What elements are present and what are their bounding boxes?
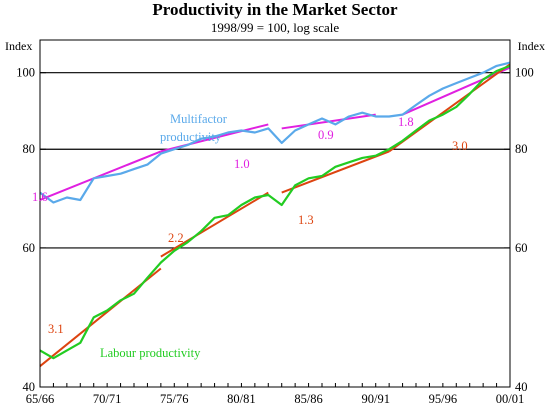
- trend-growth-label: 1.8: [398, 115, 414, 129]
- y-tick-label-right: 100: [515, 66, 534, 80]
- y-tick-label-left: 100: [16, 66, 35, 80]
- multifactor-productivity-line: [39, 61, 511, 204]
- y-tick-label-left: 80: [23, 142, 36, 156]
- trend-growth-label: 2.2: [168, 231, 184, 245]
- trend-growth-label: 3.1: [48, 322, 64, 336]
- gridlines: [40, 72, 510, 249]
- labour-productivity-line: [39, 64, 511, 360]
- trend-line: [402, 66, 511, 116]
- trend-line: [281, 150, 390, 194]
- trend-line: [160, 191, 269, 258]
- y-tick-label-right: 80: [515, 142, 528, 156]
- series-label: productivity: [160, 130, 222, 144]
- chart-subtitle: 1998/99 = 100, log scale: [211, 20, 340, 35]
- chart-title: Productivity in the Market Sector: [152, 0, 398, 19]
- y-axis-label-left: Index: [5, 39, 32, 53]
- tick-marks: [39, 72, 511, 388]
- trend-growth-label: 1.3: [298, 213, 314, 227]
- series-label: Labour productivity: [100, 346, 201, 360]
- trend-line: [39, 150, 162, 201]
- trend-lines: [39, 63, 511, 367]
- trend-growth-label: 1.0: [234, 157, 250, 171]
- series-lines: [39, 61, 511, 360]
- y-tick-label-right: 40: [515, 380, 528, 394]
- x-tick-label: 95/96: [429, 392, 457, 406]
- x-tick-label: 85/86: [294, 392, 322, 406]
- chart-labels: 40 40 60 60 80 80 100 100 65/66 70/71 75/76 80/81 85…: [16, 66, 534, 406]
- y-axis-label-right: Index: [518, 39, 545, 53]
- x-tick-label: 75/76: [160, 392, 188, 406]
- trend-growth-label: 0.9: [318, 128, 334, 142]
- y-tick-label-left: 40: [23, 380, 36, 394]
- x-tick-label: 65/66: [26, 392, 54, 406]
- x-tick-label: 00/01: [496, 392, 524, 406]
- x-tick-label: 90/91: [361, 392, 389, 406]
- x-tick-label: 80/81: [227, 392, 255, 406]
- y-tick-label-right: 60: [515, 241, 528, 255]
- plot-frame: [39, 39, 511, 388]
- series-label: Multifactor: [170, 112, 228, 126]
- y-tick-label-left: 60: [23, 241, 36, 255]
- x-tick-label: 70/71: [93, 392, 121, 406]
- trend-growth-label: 3.0: [452, 139, 468, 153]
- trend-growth-label: 1.6: [32, 190, 48, 204]
